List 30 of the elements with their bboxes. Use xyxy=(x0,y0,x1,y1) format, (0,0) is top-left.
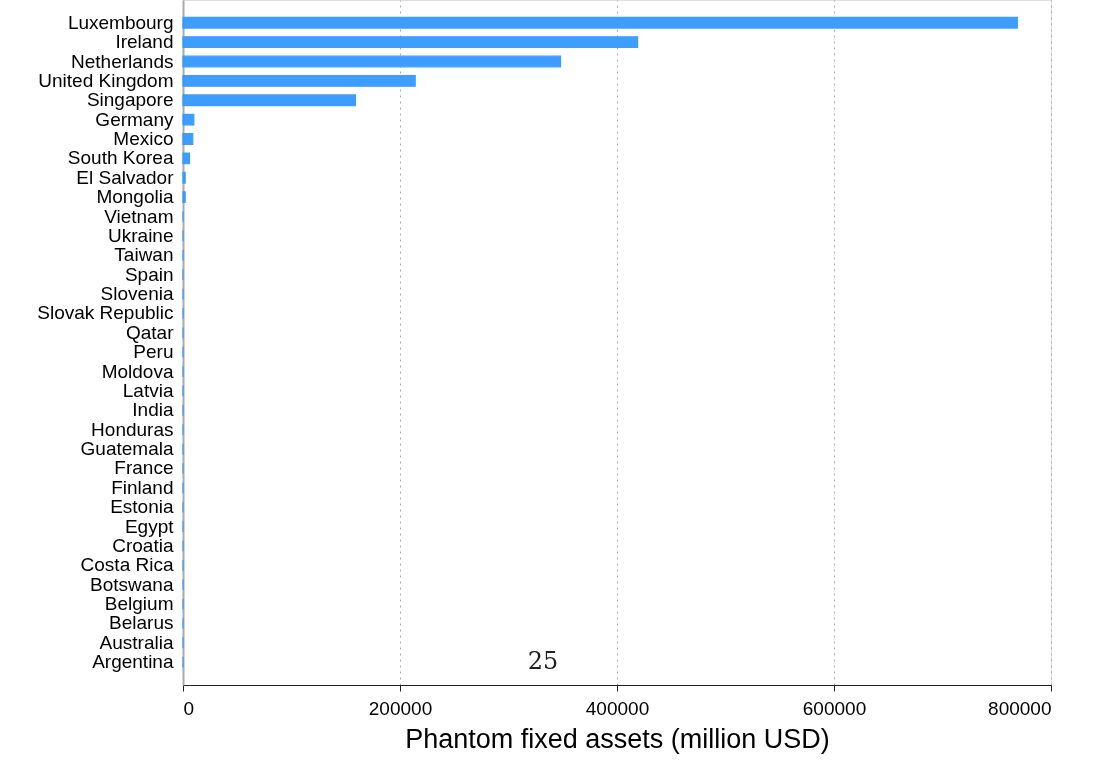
y-tick-label: Taiwan xyxy=(114,244,174,266)
annotation: 25 xyxy=(527,647,559,675)
x-tick-label: 400000 xyxy=(585,697,650,719)
x-tick-label: 800000 xyxy=(988,697,1052,719)
y-tick-label: South Korea xyxy=(67,147,174,169)
x-tick-label: 0 xyxy=(183,697,195,719)
y-tick-label: Slovak Republic xyxy=(37,302,174,324)
y-tick-label: Belgium xyxy=(104,593,174,615)
y-tick-label: Ukraine xyxy=(108,224,174,246)
x-axis-title: Phantom fixed assets (million USD) xyxy=(405,723,830,754)
y-tick-label: Finland xyxy=(111,476,174,498)
y-tick-label: Guatemala xyxy=(80,438,174,460)
y-tick-label: Costa Rica xyxy=(80,554,174,576)
y-tick-label: Luxembourg xyxy=(67,11,174,33)
y-tick-label: El Salvador xyxy=(76,166,175,188)
y-tick-label: Spain xyxy=(124,263,174,285)
y-tick-label: Latvia xyxy=(122,379,174,401)
x-tick-label: 200000 xyxy=(368,697,433,719)
x-tick-label: 600000 xyxy=(802,697,867,719)
y-tick-label: Botswana xyxy=(90,573,174,595)
y-tick-label: Moldova xyxy=(101,360,174,382)
y-tick-label: India xyxy=(132,399,174,421)
y-tick-label: Australia xyxy=(99,631,174,653)
y-tick-label: Mongolia xyxy=(96,186,174,208)
y-tick-label: Argentina xyxy=(92,651,174,673)
y-tick-label: Estonia xyxy=(110,496,174,518)
y-tick-label: Netherlands xyxy=(71,50,174,72)
y-tick-label: United Kingdom xyxy=(38,69,174,91)
y-tick-label: Honduras xyxy=(91,418,174,440)
y-tick-label: France xyxy=(114,457,174,479)
